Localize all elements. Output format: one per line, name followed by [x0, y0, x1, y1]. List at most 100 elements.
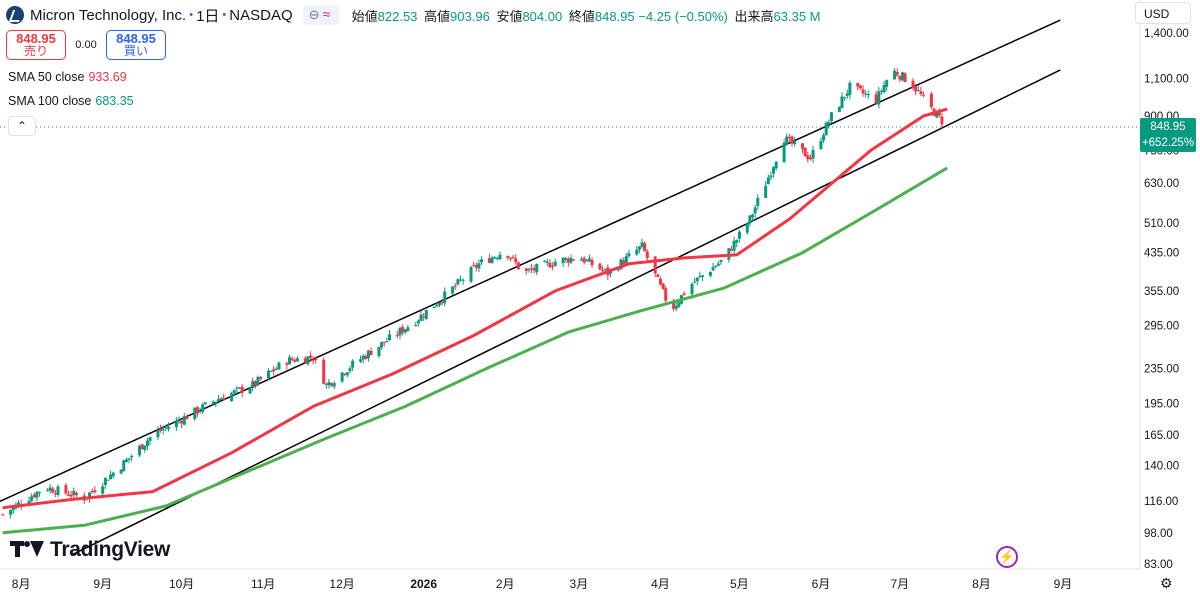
candle-body: [351, 360, 355, 368]
candle-body: [893, 70, 897, 80]
candle-body: [195, 407, 199, 414]
change-value: −4.25 (−0.50%): [638, 8, 728, 24]
candle-body: [756, 197, 760, 206]
channel-trendline: [70, 69, 1061, 556]
candle-body: [416, 320, 420, 324]
lightning-icon[interactable]: ⚡: [996, 546, 1018, 568]
candle-body: [377, 346, 381, 356]
candle-body: [879, 90, 883, 92]
candle-body: [140, 444, 144, 450]
indicator-sma100[interactable]: SMA 100 close 683.35: [8, 94, 134, 108]
sell-button[interactable]: 848.95 売り: [6, 30, 66, 60]
price-tick-label: 1,400.00: [1144, 28, 1189, 40]
interval-label[interactable]: 1日: [196, 7, 220, 25]
candle-body: [598, 263, 602, 270]
candle-body: [48, 487, 52, 491]
candle-body: [837, 106, 841, 112]
candle-body: [677, 302, 681, 307]
candle-body: [332, 383, 336, 387]
candle-body: [772, 167, 776, 174]
candle-body: [701, 275, 705, 277]
candle-body: [527, 269, 531, 271]
time-tick-label: 12月: [329, 577, 354, 591]
candle-body: [787, 137, 791, 139]
candle-body: [148, 437, 152, 441]
price-tick-label: 355.00: [1144, 286, 1179, 298]
time-tick-label: 10月: [169, 577, 194, 591]
indicator-value: 683.35: [95, 94, 134, 108]
candle-body: [109, 474, 113, 480]
candle-body: [406, 327, 410, 331]
time-tick-label: 7月: [891, 577, 910, 591]
candle-body: [174, 420, 178, 428]
collapse-indicators-button[interactable]: ⌃: [8, 116, 36, 136]
candle-body: [432, 306, 436, 309]
separator-dot: •: [189, 9, 194, 21]
candle-body: [774, 161, 778, 169]
candle-body: [322, 359, 326, 385]
candle-body: [566, 258, 570, 263]
wave-icon: ≈: [322, 6, 331, 22]
candle-body: [682, 293, 686, 295]
candle-body: [32, 494, 36, 498]
compare-button[interactable]: ⊖ ≈: [302, 5, 339, 25]
candle-body: [72, 491, 76, 496]
price-tick-label: 165.00: [1144, 430, 1179, 442]
candle-body: [645, 251, 649, 259]
buy-button[interactable]: 848.95 買い: [106, 30, 166, 60]
candle-body: [856, 82, 860, 87]
candle-body: [824, 122, 828, 136]
time-tick-label: 8月: [12, 577, 31, 591]
candle-body: [543, 260, 547, 263]
candle-body: [490, 257, 494, 264]
candle-body: [419, 314, 423, 321]
candle-body: [295, 358, 299, 362]
candle-body: [553, 261, 557, 266]
gear-icon[interactable]: ⚙: [1160, 575, 1173, 591]
candle-body: [106, 479, 110, 481]
candle-body: [590, 259, 594, 266]
symbol-header: Micron Technology, Inc. • 1日 • NASDAQ ⊖ …: [6, 4, 821, 26]
candle-body: [293, 360, 297, 362]
candle-body: [535, 263, 539, 273]
candle-body: [640, 242, 644, 247]
candle-body: [580, 259, 584, 261]
candle-body: [693, 281, 697, 283]
volume-value: 63.35 M: [773, 8, 821, 24]
candle-body: [827, 122, 831, 125]
candle-body: [848, 82, 852, 95]
candle-body: [216, 399, 220, 402]
candle-body: [803, 147, 807, 157]
candle-body: [366, 350, 370, 359]
candle-body: [858, 85, 862, 89]
candle-body: [532, 268, 536, 271]
candle-body: [230, 393, 234, 401]
candle-body: [587, 258, 591, 262]
candle-body: [469, 267, 473, 282]
candle-body: [474, 264, 478, 268]
candle-body: [461, 279, 465, 281]
currency-selector[interactable]: USD: [1135, 2, 1191, 24]
candle-body: [674, 305, 678, 309]
candle-body: [288, 357, 291, 365]
symbol-name[interactable]: Micron Technology, Inc.: [30, 6, 187, 24]
tradingview-logo[interactable]: TradingView: [10, 537, 170, 563]
candle-body: [459, 279, 463, 281]
candle-body: [17, 502, 21, 506]
candle-body: [343, 373, 347, 375]
candle-body: [240, 386, 244, 393]
candle-body: [201, 404, 205, 413]
candle-body: [327, 382, 331, 386]
candle-body: [198, 410, 202, 412]
candle-body: [911, 80, 915, 89]
candle-body: [664, 288, 668, 301]
candle-body: [166, 426, 170, 429]
current-price-value: 848.95: [1150, 121, 1186, 133]
candle-body: [480, 259, 484, 263]
candle-body: [253, 380, 257, 386]
indicator-sma50[interactable]: SMA 50 close 933.69: [8, 70, 127, 84]
open-value: 822.53: [377, 8, 418, 24]
candle-body: [435, 305, 439, 307]
time-tick-label: 2026: [410, 577, 437, 591]
